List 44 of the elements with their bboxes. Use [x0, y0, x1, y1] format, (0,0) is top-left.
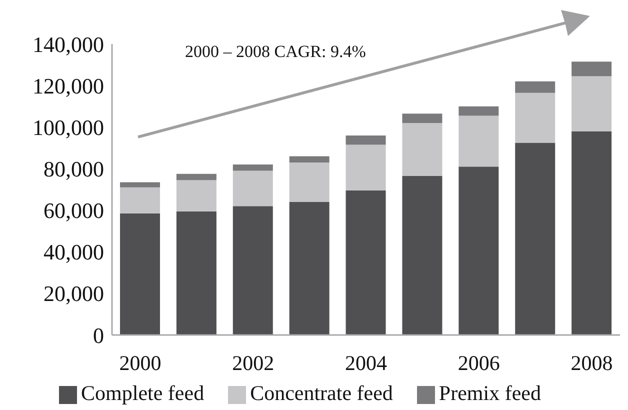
bar	[458, 166, 499, 335]
bar	[289, 156, 330, 162]
bar	[289, 162, 330, 202]
bar	[120, 187, 160, 214]
x-tick-label: 2000	[119, 350, 162, 375]
legend-label: Concentrate feed	[250, 381, 393, 405]
y-tick-label: 20,000	[44, 281, 104, 306]
bar	[458, 116, 499, 167]
y-tick-label: 120,000	[32, 73, 104, 98]
bar	[346, 190, 386, 335]
bar	[572, 62, 612, 76]
y-tick-label: 100,000	[32, 114, 104, 140]
bar	[515, 92, 556, 143]
x-tick-label: 2004	[345, 350, 388, 375]
bar	[402, 122, 442, 176]
bar	[458, 106, 499, 116]
bar	[572, 76, 612, 132]
bar	[346, 144, 386, 191]
legend-label: Complete feed	[81, 381, 204, 405]
bar	[232, 170, 273, 206]
bar	[515, 142, 556, 335]
y-tick-label: 40,000	[44, 240, 104, 265]
bar	[402, 114, 442, 123]
legend-label: Premix feed	[438, 381, 541, 405]
bar	[346, 135, 386, 145]
bar	[176, 211, 216, 335]
bar	[289, 202, 330, 335]
x-tick-label: 2006	[458, 350, 500, 375]
annotation: 2000 – 2008 CAGR: 9.4%	[185, 42, 366, 61]
y-tick-label: 0	[93, 322, 104, 348]
y-tick-label: 60,000	[44, 198, 104, 224]
bar	[120, 182, 160, 188]
bar	[176, 174, 216, 180]
bar	[572, 131, 612, 335]
y-tick-label: 80,000	[44, 156, 104, 182]
y-tick-label: 140,000	[32, 32, 104, 57]
bar	[232, 164, 273, 171]
bar	[120, 213, 160, 335]
bar	[176, 180, 216, 212]
x-tick-label: 2002	[232, 350, 274, 375]
bar	[402, 176, 442, 335]
x-tick-label: 2008	[570, 350, 613, 375]
bar	[232, 206, 273, 335]
bar	[515, 81, 556, 93]
